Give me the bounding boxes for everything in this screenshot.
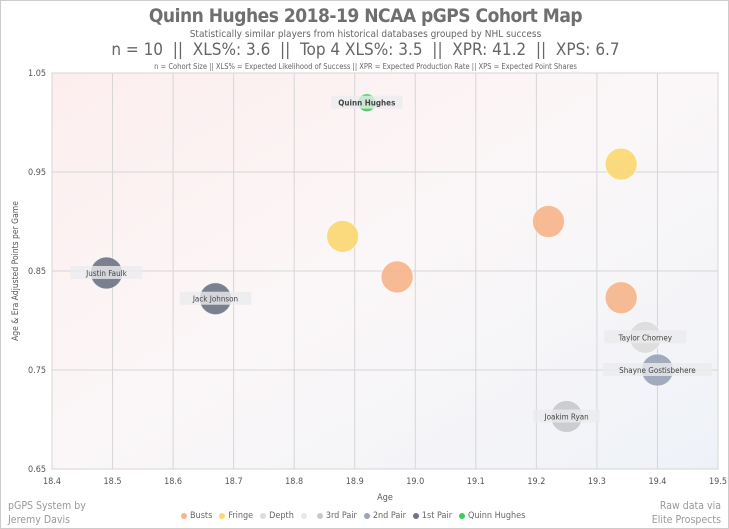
- data-label: Jack Johnson: [192, 295, 238, 304]
- y-axis-label: Age & Era Adjusted Points per Game: [11, 201, 21, 341]
- data-label: Taylor Chorney: [618, 333, 673, 342]
- x-tick-label: 19.3: [588, 477, 606, 487]
- legend: Busts Fringe Depth 3rd Pair 2nd Pair 1st Pair…: [181, 511, 525, 521]
- credit-left-line2: Jeremy Davis: [8, 514, 71, 526]
- x-tick-label: 19.4: [648, 477, 666, 487]
- legend-marker-icon: [459, 512, 466, 519]
- credit-right: Raw data via Elite Prospects: [652, 499, 721, 527]
- data-label: Justin Faulk: [85, 269, 127, 278]
- legend-item[interactable]: Depth: [260, 511, 294, 521]
- credit-right-line1: Raw data via: [659, 500, 721, 512]
- x-tick-label: 19.1: [467, 477, 485, 487]
- legend-label: 2nd Pair: [372, 511, 406, 521]
- legend-label: Fringe: [228, 511, 254, 521]
- legend-label: Depth: [269, 511, 294, 521]
- data-point: [531, 205, 565, 238]
- legend-label: 1st Pair: [421, 511, 453, 521]
- legend-marker-icon: [363, 512, 370, 519]
- data-label-bg: [179, 291, 252, 305]
- x-tick-label: 18.4: [43, 477, 61, 487]
- x-tick-label: 18.5: [104, 477, 122, 487]
- legend-marker-icon: [300, 512, 307, 519]
- x-tick-label: 19.5: [709, 477, 727, 487]
- legend-item[interactable]: Busts: [181, 511, 212, 521]
- x-tick-label: 18.6: [164, 477, 182, 487]
- data-point: [326, 219, 360, 253]
- y-tick-label: 0.95: [28, 168, 46, 178]
- data-label-bg: [533, 409, 600, 423]
- stats-line: n = 10 || XLS%: 3.6 || Top 4 XLS%: 3.5 |…: [111, 40, 620, 60]
- chart-title: Quinn Hughes 2018-19 NCAA pGPS Cohort Ma…: [148, 5, 583, 27]
- definitions: n = Cohort Size || XLS% = Expected Likel…: [154, 62, 577, 71]
- x-tick-label: 18.9: [346, 477, 364, 487]
- legend-item[interactable]: 3rd Pair: [316, 511, 357, 521]
- y-tick-label: 0.85: [28, 267, 46, 277]
- data-point: [604, 281, 638, 315]
- data-label: Joakim Ryan: [544, 413, 589, 422]
- x-tick-label: 18.7: [225, 477, 243, 487]
- data-point: [380, 260, 414, 294]
- legend-marker-icon: [219, 512, 226, 519]
- data-label-bg: [603, 363, 712, 376]
- chart-subtitle: Statistically similar players from histo…: [189, 29, 542, 40]
- legend-label: Quinn Hughes: [468, 511, 526, 521]
- legend-item[interactable]: Quinn Hughes: [459, 511, 525, 521]
- data-label-bg: [331, 95, 403, 109]
- data-point: [604, 147, 638, 181]
- y-tick-label: 0.75: [28, 366, 46, 376]
- legend-item[interactable]: [300, 511, 310, 521]
- legend-item[interactable]: 2nd Pair: [363, 511, 406, 521]
- x-tick-label: 19.2: [527, 477, 545, 487]
- data-label-bg: [604, 330, 687, 344]
- legend-label: 3rd Pair: [325, 511, 357, 521]
- legend-marker-icon: [181, 512, 187, 519]
- data-label: Quinn Hughes: [338, 99, 395, 108]
- y-tick-label: 1.05: [28, 69, 46, 79]
- x-tick-label: 18.8: [285, 477, 303, 487]
- credit-right-line2: Elite Prospects: [651, 514, 721, 526]
- x-axis-label: Age: [377, 493, 393, 503]
- credit-left-line1: pGPS System by: [8, 500, 86, 512]
- y-tick-label: 0.65: [28, 465, 46, 475]
- legend-marker-icon: [260, 512, 267, 519]
- data-label-bg: [70, 265, 143, 279]
- credit-left: pGPS System by Jeremy Davis: [8, 499, 86, 527]
- legend-marker-icon: [412, 512, 419, 519]
- legend-label: Busts: [190, 511, 213, 521]
- legend-marker-icon: [316, 512, 323, 519]
- legend-item[interactable]: Fringe: [219, 511, 253, 521]
- legend-item[interactable]: 1st Pair: [412, 511, 453, 521]
- x-tick-label: 19.0: [406, 477, 424, 487]
- data-label: Shayne Gostisbehere: [619, 366, 696, 375]
